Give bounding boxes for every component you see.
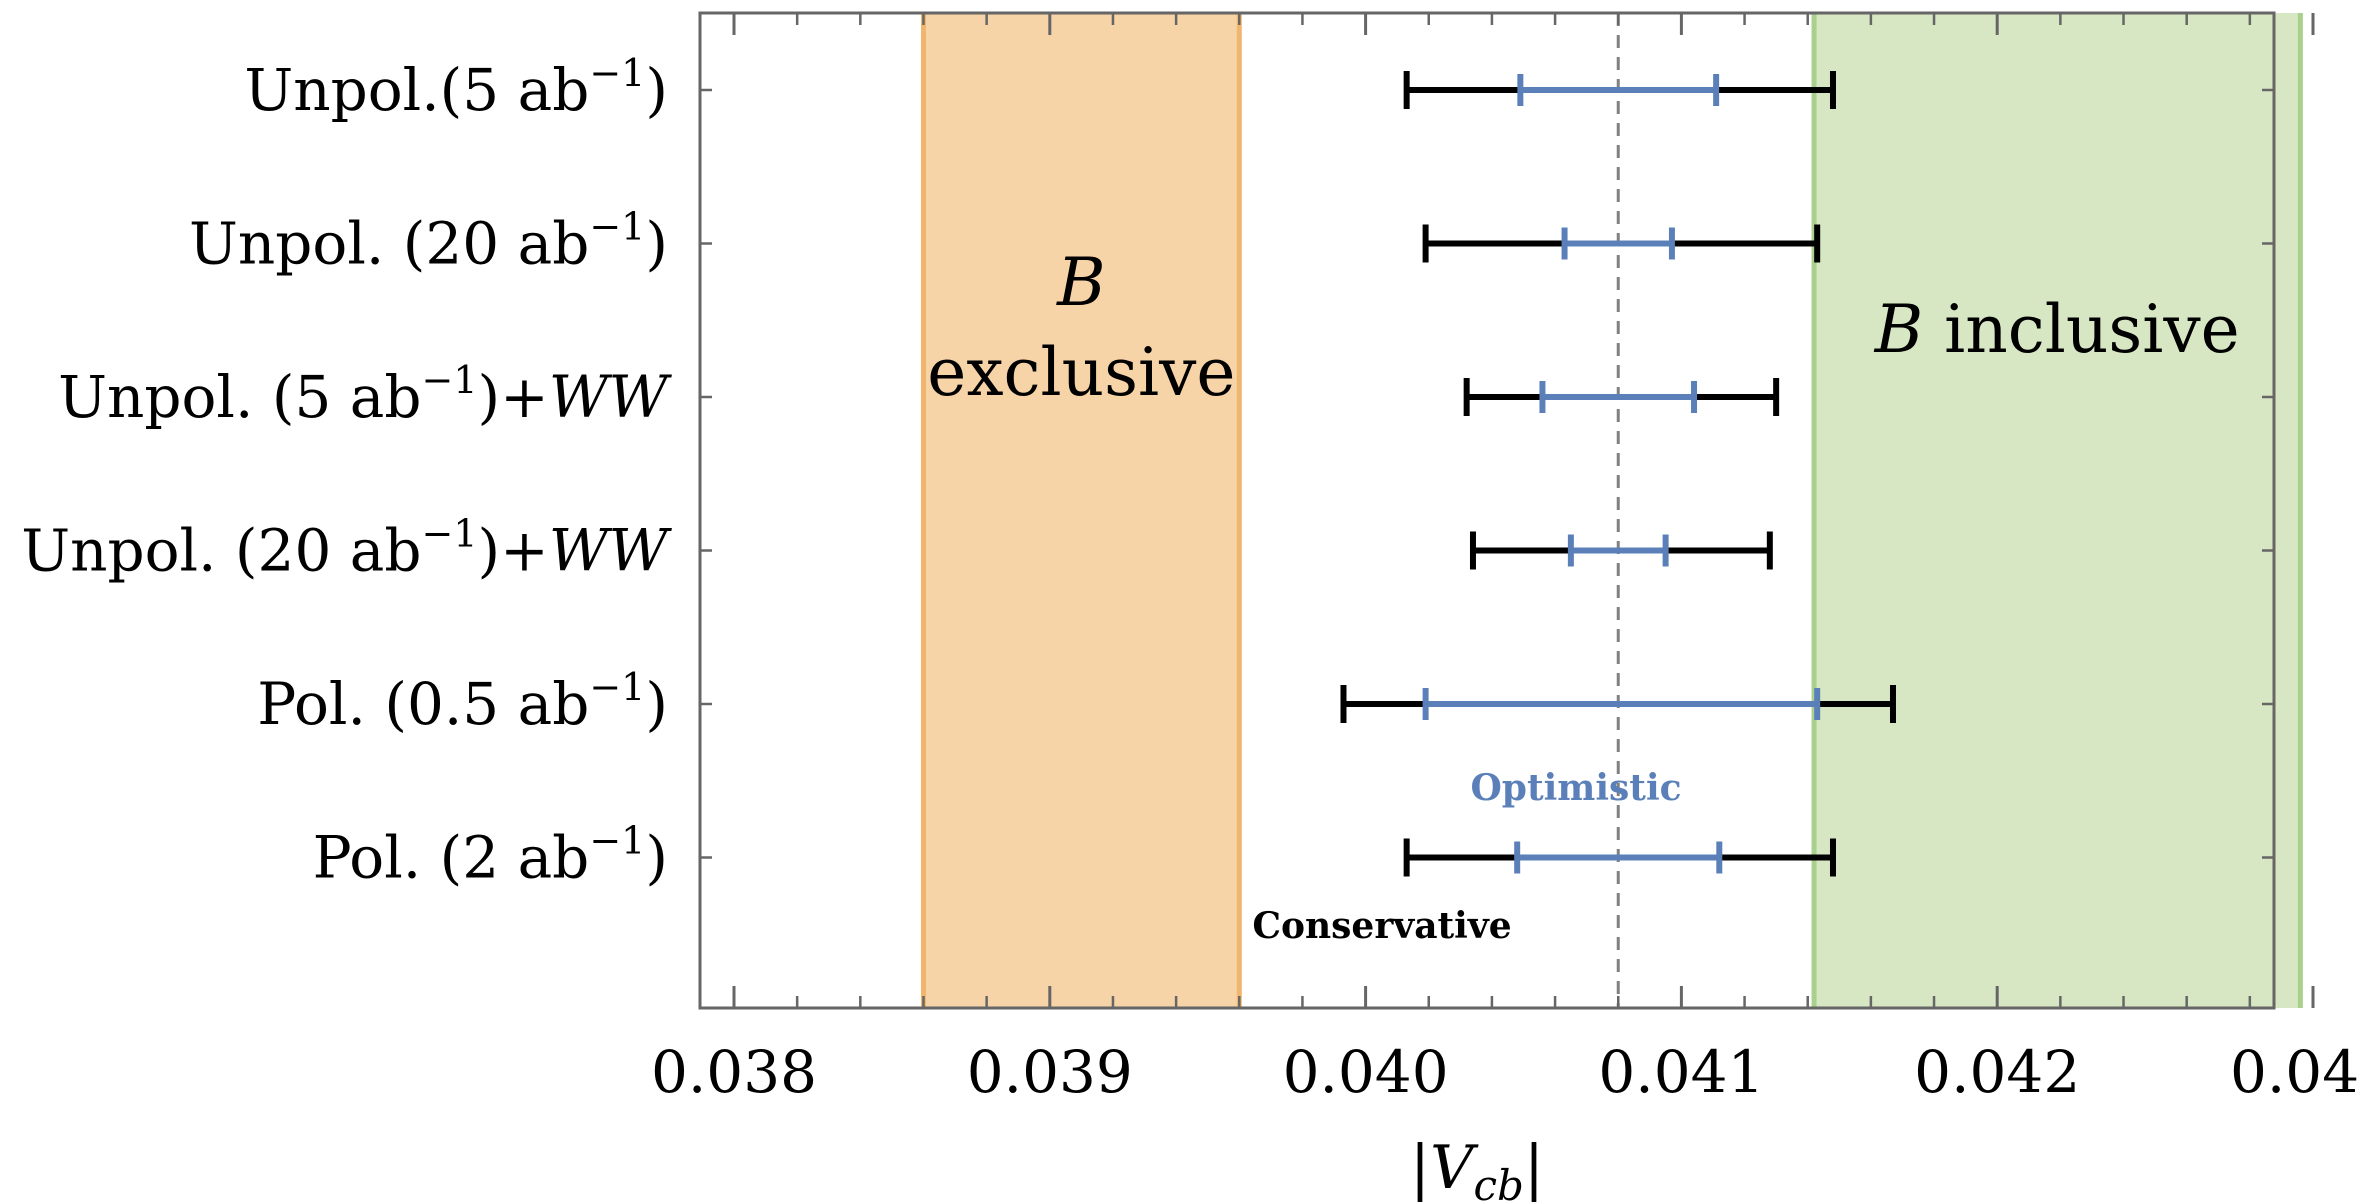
row-label-sup-4: −1 <box>589 665 645 709</box>
row-label-end-5: ) <box>645 824 668 892</box>
row-label-end-3: )+ <box>478 517 549 585</box>
row-label-sup-3: −1 <box>422 512 478 556</box>
row-label-end-2: )+ <box>478 363 549 431</box>
row-label-main-2: Unpol. (5 ab <box>58 363 421 431</box>
x-tick-label-2: 0.040 <box>1283 1038 1449 1106</box>
row-label-0: Unpol.(5 ab−1) <box>244 51 668 124</box>
row-label-end-0: ) <box>645 56 668 124</box>
row-label-main-5: Pol. (2 ab <box>313 824 590 892</box>
band-inclusive-label-b: B <box>1874 291 1924 368</box>
x-tick-label-5: 0.043 <box>2230 1038 2362 1106</box>
row-label-main-0: Unpol.(5 ab <box>244 56 589 124</box>
row-label-sup-0: −1 <box>589 51 645 95</box>
band-1 <box>1814 13 2301 1008</box>
band-inclusive-label-text: inclusive <box>1923 291 2240 368</box>
row-label-end-4: ) <box>645 670 668 738</box>
band-exclusive-label-b: B <box>1056 244 1106 321</box>
x-tick-label-1: 0.039 <box>967 1038 1133 1106</box>
row-label-sup-1: −1 <box>589 205 645 249</box>
row-label-3: Unpol. (20 ab−1)+WW <box>21 512 672 585</box>
row-label-italic-3: WW <box>549 517 673 585</box>
row-label-italic-2: WW <box>549 363 673 431</box>
row-label-sup-2: −1 <box>422 358 478 402</box>
row-labels-layer: Unpol.(5 ab−1)Unpol. (20 ab−1)Unpol. (5 … <box>21 51 672 892</box>
row-label-2: Unpol. (5 ab−1)+WW <box>58 358 672 431</box>
x-axis-title-v: V <box>1430 1133 1479 1203</box>
x-axis-title: |Vcb| <box>1410 1133 1544 1203</box>
row-label-4: Pol. (0.5 ab−1) <box>257 665 668 738</box>
optimistic-annotation: Optimistic <box>1470 767 1681 809</box>
plot-frame <box>698 11 2276 1010</box>
band-0 <box>923 13 1240 1008</box>
row-label-5: Pol. (2 ab−1) <box>313 819 668 892</box>
row-label-sup-5: −1 <box>589 819 645 863</box>
conservative-annotation: Conservative <box>1252 905 1511 947</box>
row-label-main-3: Unpol. (20 ab <box>21 517 421 585</box>
row-label-end-1: ) <box>645 210 668 278</box>
x-axis-title-bar-left: | <box>1410 1133 1430 1203</box>
row-label-1: Unpol. (20 ab−1) <box>189 205 668 278</box>
annotations-layer: Optimistic Conservative <box>1252 767 1681 947</box>
band-inclusive-label: B inclusive <box>1874 291 2240 368</box>
x-tick-label-4: 0.042 <box>1914 1038 2080 1106</box>
x-axis-title-bar-right: | <box>1524 1133 1544 1203</box>
row-label-main-4: Pol. (0.5 ab <box>257 670 589 738</box>
row-label-main-1: Unpol. (20 ab <box>189 210 589 278</box>
error-bars-layer <box>1340 71 1896 877</box>
band-exclusive-label-text: exclusive <box>927 334 1235 411</box>
x-tick-label-3: 0.041 <box>1598 1038 1764 1106</box>
x-axis-title-sub: cb <box>1473 1161 1523 1203</box>
x-tick-label-0: 0.038 <box>651 1038 817 1106</box>
